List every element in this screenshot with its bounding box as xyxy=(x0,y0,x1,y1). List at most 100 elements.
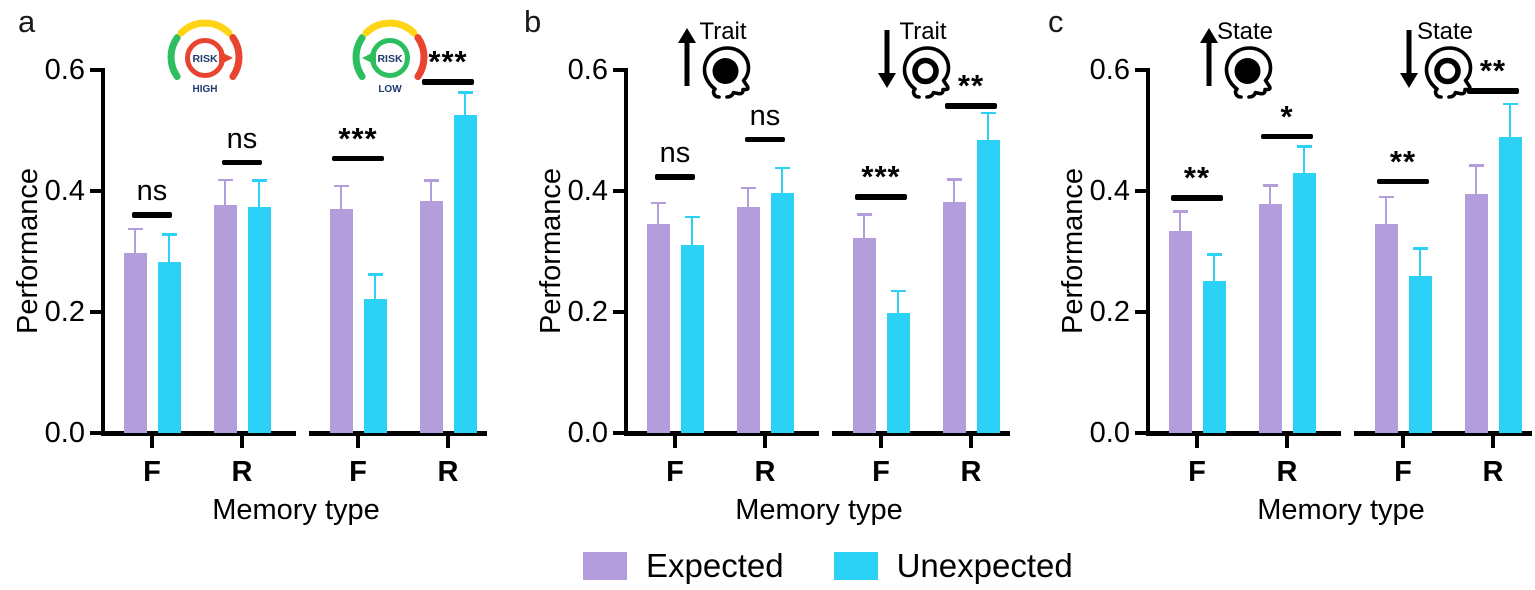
error-bar-cap xyxy=(684,215,700,219)
error-bar-cap xyxy=(423,179,439,182)
significance-line xyxy=(1467,88,1519,94)
error-bar-cap xyxy=(367,273,383,276)
significance-line xyxy=(655,174,695,180)
error-bar-line xyxy=(1212,254,1216,282)
significance-label: *** xyxy=(861,159,901,195)
error-bar-line xyxy=(896,290,900,314)
significance-label: ** xyxy=(1183,160,1211,196)
category-label-F: F xyxy=(872,456,890,488)
bar-expected-R xyxy=(213,204,237,433)
legend: Expected Unexpected xyxy=(583,549,1073,582)
icon-caption: State xyxy=(1416,18,1474,45)
x-axis-title: Memory type xyxy=(735,494,903,526)
error-bar-cap xyxy=(251,179,267,182)
error-bar-cap xyxy=(333,184,349,188)
bar-unexpected-R xyxy=(1498,136,1522,433)
y-tick xyxy=(1135,310,1150,314)
significance-line xyxy=(222,159,262,166)
svg-text:RISK: RISK xyxy=(192,53,218,65)
error-bar-cap xyxy=(1378,195,1394,199)
significance-label: *** xyxy=(428,44,468,80)
significance-line xyxy=(1377,178,1429,185)
error-bar-line xyxy=(690,217,694,246)
y-axis-title: Performance xyxy=(12,168,44,335)
error-bar-cap xyxy=(1296,144,1312,148)
significance-label: ** xyxy=(957,68,985,104)
error-bar-cap xyxy=(856,213,872,216)
category-label-F: F xyxy=(1188,456,1206,488)
significance-label: ** xyxy=(1389,143,1417,179)
error-bar-line xyxy=(1302,146,1306,173)
y-tick xyxy=(613,189,628,193)
bar-expected-R xyxy=(1258,204,1282,433)
y-tick-label: 0.0 xyxy=(44,417,85,449)
svg-text:LOW: LOW xyxy=(378,84,402,95)
x-axis-line xyxy=(105,431,296,436)
y-tick-label: 0.2 xyxy=(1089,296,1130,328)
error-bar-cap xyxy=(217,178,233,182)
error-bar-cap xyxy=(1262,184,1278,187)
x-tick xyxy=(1401,435,1405,448)
y-tick-label: 0.2 xyxy=(567,296,608,328)
bar-unexpected-F xyxy=(680,245,704,433)
bar-expected-R xyxy=(942,202,966,433)
error-bar-line xyxy=(373,274,377,299)
bar-expected-F xyxy=(852,238,876,433)
category-label-F: F xyxy=(143,456,161,488)
error-bar-line xyxy=(133,229,137,254)
bar-unexpected-R xyxy=(1292,172,1316,433)
arrow-up-icon xyxy=(675,26,699,95)
panel-label-b: b xyxy=(524,4,542,39)
y-tick xyxy=(613,310,628,314)
significance-line xyxy=(855,194,907,200)
error-bar-line xyxy=(986,112,990,140)
error-bar-line xyxy=(1268,185,1272,205)
x-tick xyxy=(150,435,154,448)
error-bar-cap xyxy=(161,233,177,236)
head-brain-filled-icon xyxy=(697,44,753,105)
y-tick xyxy=(90,189,105,193)
error-bar-cap xyxy=(457,91,473,94)
head-brain-ring-icon xyxy=(897,44,953,105)
error-bar-line xyxy=(952,179,956,203)
y-axis-line xyxy=(101,68,105,436)
category-label-R: R xyxy=(231,456,253,488)
bar-expected-F xyxy=(123,253,147,433)
error-bar-line xyxy=(257,180,261,207)
x-tick xyxy=(1491,435,1495,448)
x-tick xyxy=(763,435,767,448)
error-bar-line xyxy=(167,234,171,263)
x-tick xyxy=(879,435,883,448)
error-bar-line xyxy=(1508,103,1512,137)
bar-expected-F xyxy=(329,209,353,433)
y-tick xyxy=(613,431,628,435)
arrow-down-icon xyxy=(1397,26,1421,95)
y-tick xyxy=(1135,431,1150,435)
bar-expected-R xyxy=(736,207,760,433)
bar-unexpected-R xyxy=(770,192,794,433)
error-bar-cap xyxy=(1468,164,1484,167)
significance-label: ns xyxy=(226,122,258,155)
category-label-R: R xyxy=(960,456,982,488)
error-bar-cap xyxy=(650,201,666,205)
significance-label: ** xyxy=(1479,53,1507,89)
bar-expected-R xyxy=(1464,194,1488,433)
x-tick xyxy=(1195,435,1199,448)
icon-caption: State xyxy=(1216,18,1274,45)
y-tick-label: 0.0 xyxy=(567,417,608,449)
category-label-F: F xyxy=(1394,456,1412,488)
legend-item-expected: Expected xyxy=(583,549,784,582)
error-bar-cap xyxy=(890,289,906,293)
bar-expected-F xyxy=(1374,224,1398,433)
error-bar-cap xyxy=(127,227,143,231)
icon-caption: Trait xyxy=(699,18,747,45)
bar-unexpected-R xyxy=(247,206,271,433)
error-bar-line xyxy=(656,203,660,225)
y-axis-title: Performance xyxy=(535,168,567,335)
significance-label: *** xyxy=(338,120,378,156)
significance-line xyxy=(332,155,384,162)
error-bar-cap xyxy=(1502,102,1518,106)
category-label-F: F xyxy=(349,456,367,488)
legend-label-unexpected: Unexpected xyxy=(896,547,1073,584)
y-tick xyxy=(1135,68,1150,72)
